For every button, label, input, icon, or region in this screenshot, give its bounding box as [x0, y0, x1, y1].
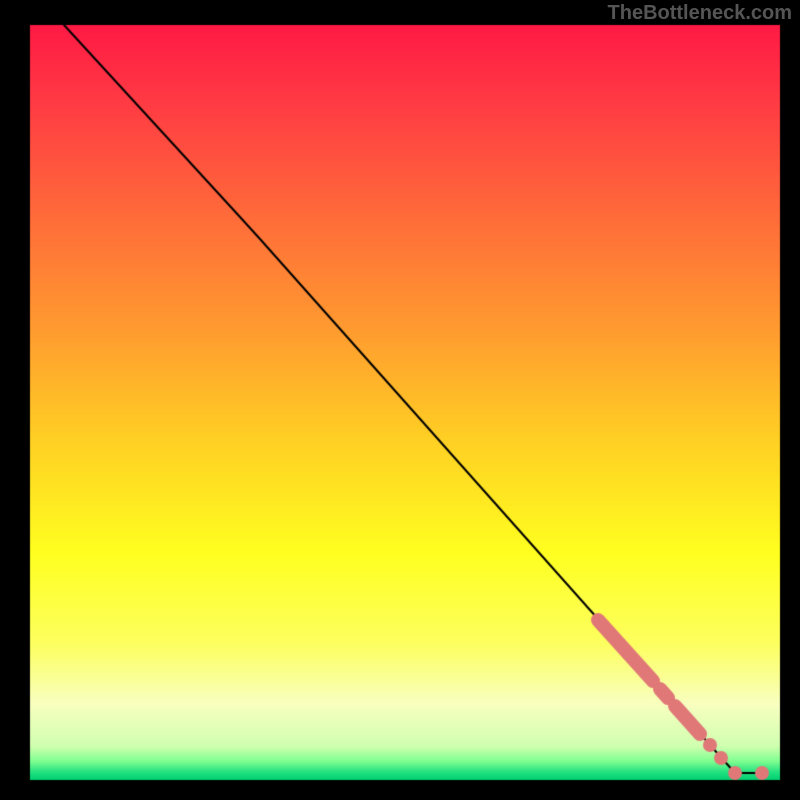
chart-container: TheBottleneck.com — [0, 0, 800, 800]
chart-canvas — [0, 0, 800, 800]
